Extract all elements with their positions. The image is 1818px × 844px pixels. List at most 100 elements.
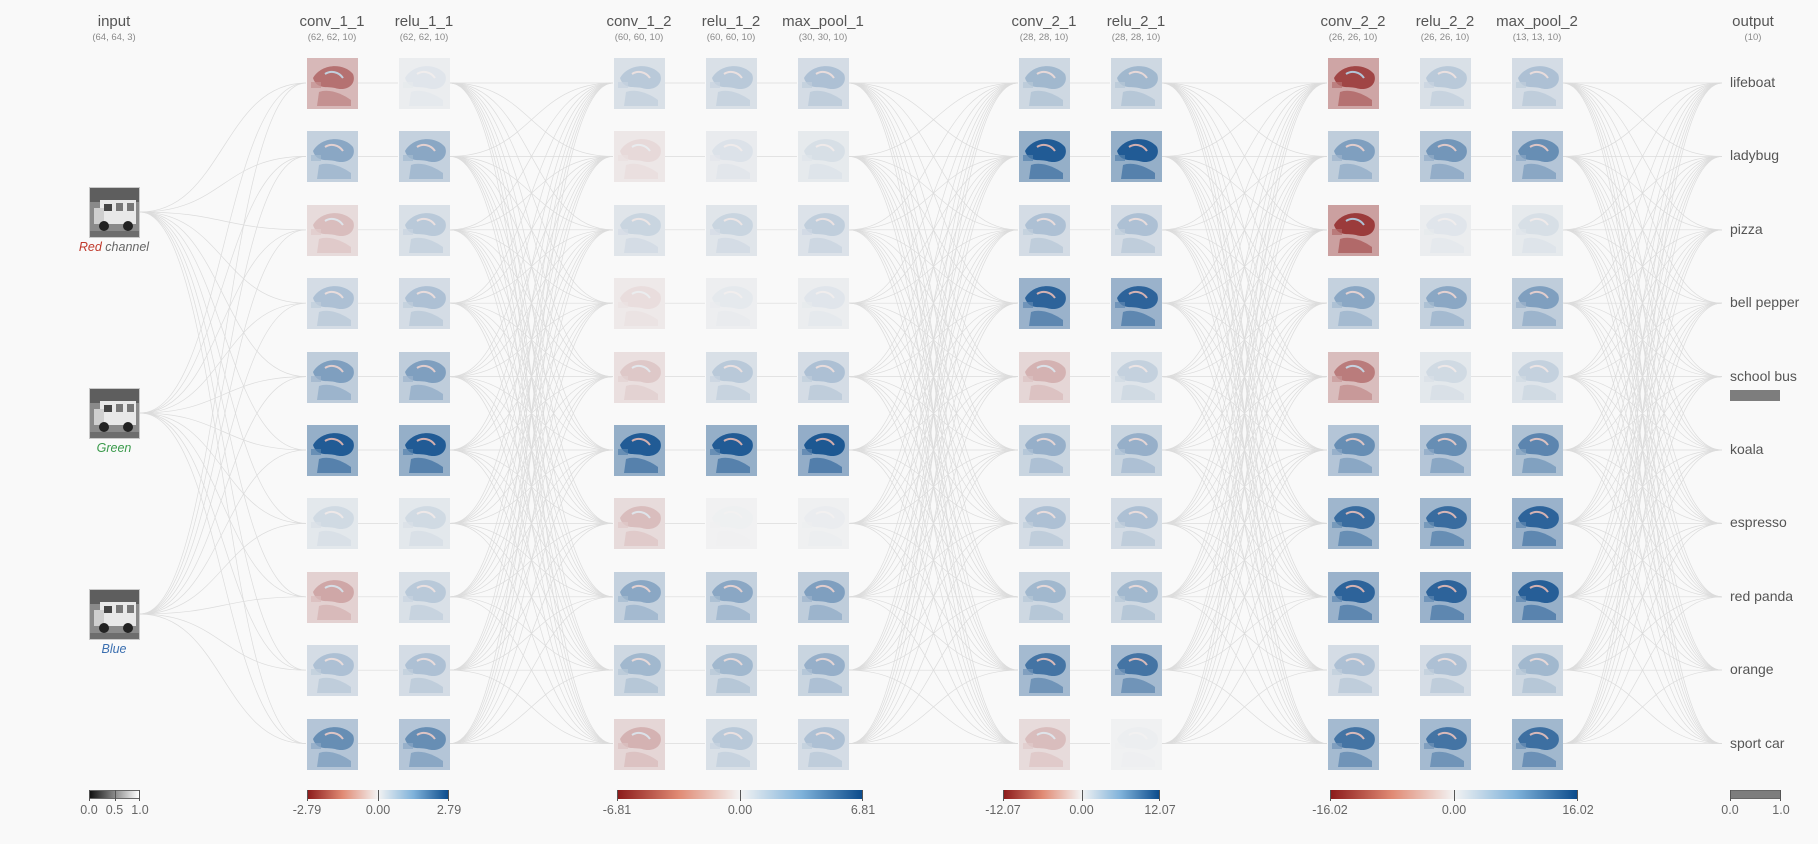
feature-map[interactable] (798, 131, 849, 183)
feature-map[interactable] (614, 498, 665, 550)
feature-map[interactable] (307, 131, 358, 183)
feature-map[interactable] (706, 278, 757, 330)
feature-map[interactable] (1328, 58, 1379, 109)
feature-map[interactable] (1111, 645, 1162, 697)
feature-map[interactable] (706, 718, 757, 770)
feature-map[interactable] (614, 425, 665, 476)
feature-map[interactable] (1420, 351, 1471, 403)
feature-map[interactable] (1512, 645, 1563, 697)
feature-map[interactable] (1420, 498, 1471, 550)
feature-map[interactable] (1512, 571, 1563, 623)
feature-map[interactable] (1111, 131, 1162, 183)
feature-map[interactable] (614, 58, 665, 109)
feature-map[interactable] (706, 131, 757, 183)
feature-map[interactable] (798, 571, 849, 623)
feature-map[interactable] (1111, 204, 1162, 256)
feature-map[interactable] (798, 645, 849, 697)
feature-map[interactable] (1420, 58, 1471, 109)
feature-map[interactable] (706, 425, 757, 476)
feature-map[interactable] (307, 204, 358, 256)
feature-map[interactable] (1328, 571, 1379, 623)
feature-map[interactable] (1019, 571, 1070, 623)
feature-map[interactable] (1328, 645, 1379, 697)
feature-map[interactable] (399, 58, 450, 109)
feature-map[interactable] (307, 645, 358, 697)
feature-map[interactable] (614, 204, 665, 256)
feature-map[interactable] (1111, 278, 1162, 330)
feature-map[interactable] (706, 204, 757, 256)
feature-map[interactable] (1111, 351, 1162, 403)
feature-map[interactable] (706, 645, 757, 697)
feature-map[interactable] (1420, 571, 1471, 623)
feature-map[interactable] (706, 58, 757, 109)
feature-map[interactable] (1328, 131, 1379, 183)
feature-map[interactable] (399, 645, 450, 697)
feature-map[interactable] (1512, 498, 1563, 550)
feature-map[interactable] (798, 498, 849, 550)
feature-map[interactable] (798, 425, 849, 476)
feature-map[interactable] (1019, 351, 1070, 403)
feature-map[interactable] (798, 351, 849, 403)
feature-map[interactable] (307, 58, 358, 109)
feature-map[interactable] (706, 498, 757, 550)
feature-map[interactable] (798, 278, 849, 330)
feature-map[interactable] (1512, 58, 1563, 109)
feature-map[interactable] (307, 425, 358, 476)
feature-map[interactable] (307, 571, 358, 623)
feature-map[interactable] (399, 571, 450, 623)
feature-map[interactable] (798, 718, 849, 770)
feature-map[interactable] (399, 425, 450, 476)
feature-map[interactable] (1328, 425, 1379, 476)
feature-map[interactable] (1019, 58, 1070, 109)
feature-map[interactable] (399, 351, 450, 403)
feature-map[interactable] (399, 131, 450, 183)
feature-map[interactable] (1328, 204, 1379, 256)
feature-map[interactable] (706, 571, 757, 623)
feature-map[interactable] (1512, 718, 1563, 770)
feature-map[interactable] (1111, 58, 1162, 109)
feature-map[interactable] (1512, 204, 1563, 256)
feature-map[interactable] (1111, 425, 1162, 476)
feature-map[interactable] (614, 571, 665, 623)
feature-map[interactable] (1512, 278, 1563, 330)
feature-map[interactable] (1420, 278, 1471, 330)
feature-map[interactable] (1420, 131, 1471, 183)
feature-map[interactable] (798, 58, 849, 109)
feature-map[interactable] (1420, 425, 1471, 476)
feature-map[interactable] (307, 351, 358, 403)
feature-map[interactable] (1328, 351, 1379, 403)
feature-map[interactable] (1420, 718, 1471, 770)
feature-map[interactable] (1420, 204, 1471, 256)
feature-map[interactable] (614, 278, 665, 330)
feature-map[interactable] (614, 351, 665, 403)
feature-map[interactable] (1512, 351, 1563, 403)
feature-map[interactable] (798, 204, 849, 256)
feature-map[interactable] (1019, 425, 1070, 476)
feature-map[interactable] (399, 718, 450, 770)
feature-map[interactable] (399, 204, 450, 256)
feature-map[interactable] (1328, 278, 1379, 330)
feature-map[interactable] (307, 278, 358, 330)
feature-map[interactable] (1512, 425, 1563, 476)
feature-map[interactable] (1019, 278, 1070, 330)
feature-map[interactable] (307, 498, 358, 550)
feature-map[interactable] (399, 498, 450, 550)
feature-map[interactable] (1328, 718, 1379, 770)
feature-map[interactable] (1019, 645, 1070, 697)
feature-map[interactable] (1512, 131, 1563, 183)
feature-map[interactable] (1111, 498, 1162, 550)
feature-map[interactable] (1328, 498, 1379, 550)
feature-map[interactable] (1019, 498, 1070, 550)
feature-map[interactable] (706, 351, 757, 403)
feature-map[interactable] (614, 718, 665, 770)
feature-map[interactable] (1111, 718, 1162, 770)
feature-map[interactable] (1111, 571, 1162, 623)
feature-map[interactable] (307, 718, 358, 770)
feature-map[interactable] (1019, 204, 1070, 256)
feature-map[interactable] (399, 278, 450, 330)
feature-map[interactable] (614, 645, 665, 697)
feature-map[interactable] (1420, 645, 1471, 697)
feature-map[interactable] (614, 131, 665, 183)
feature-map[interactable] (1019, 131, 1070, 183)
feature-map[interactable] (1019, 718, 1070, 770)
